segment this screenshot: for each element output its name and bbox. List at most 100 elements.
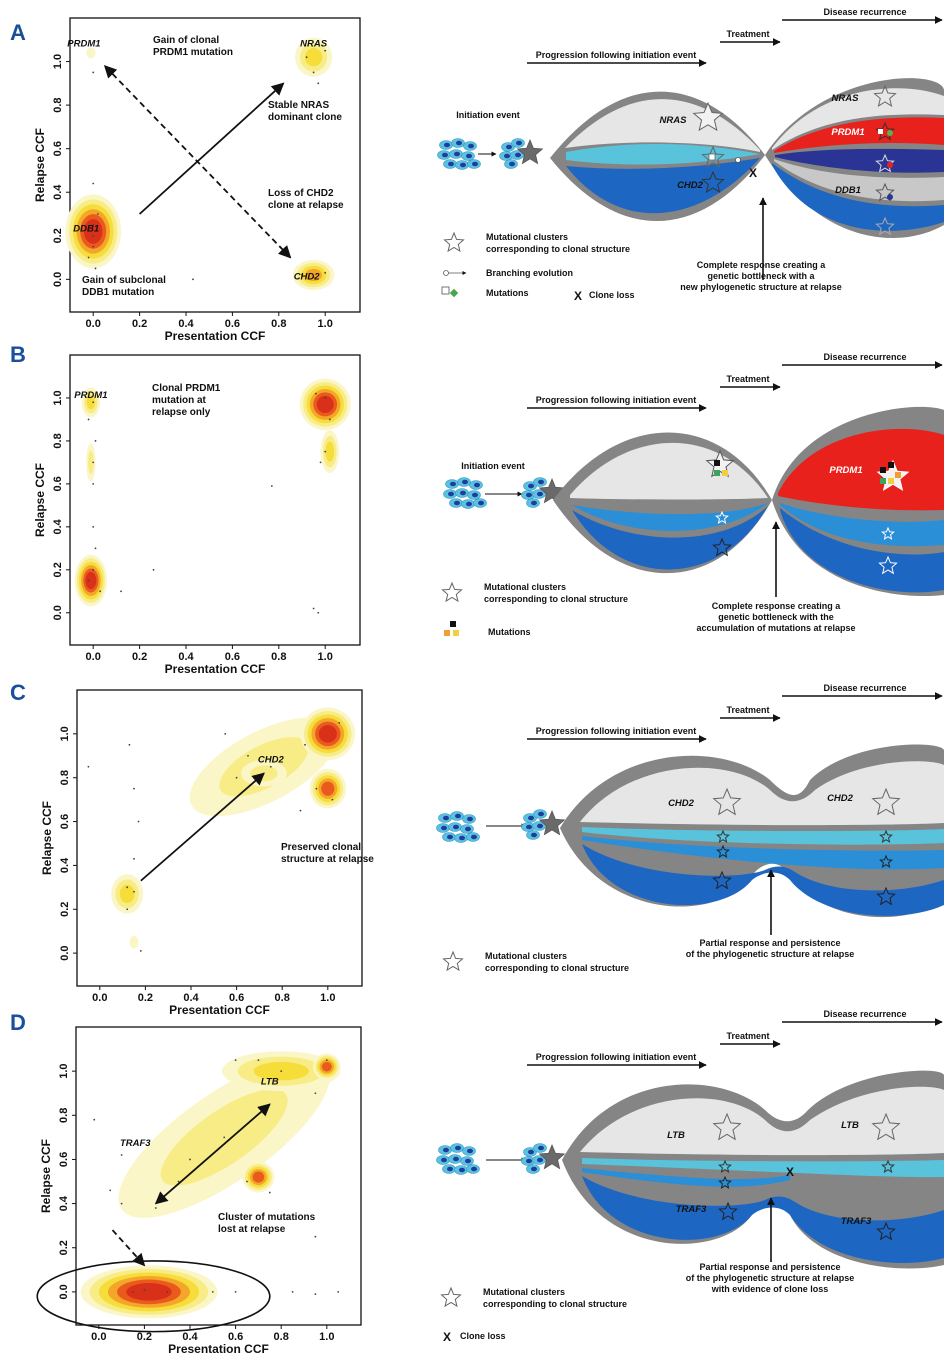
mutation-point (154, 1207, 157, 1209)
mutation-point (92, 71, 95, 74)
mutation-point (319, 461, 322, 464)
density-contour (318, 725, 337, 743)
progression-label: Progression following initiation event (536, 50, 697, 60)
gene-label: DDB1 (73, 223, 99, 234)
cell-cluster-icon (436, 1143, 480, 1175)
schematic-caption: Complete response creating a (697, 260, 827, 270)
legend-text: Clone loss (589, 290, 635, 300)
mutation-point (128, 743, 131, 746)
panel-label: D (10, 1010, 26, 1035)
mutation-point (192, 278, 194, 281)
clone-star-icon (692, 101, 724, 132)
clone-star-icon (716, 829, 730, 843)
clone-cyan (582, 827, 944, 845)
mutation-point (234, 1059, 237, 1062)
treatment-label: Treatment (726, 374, 769, 384)
branch-legend-icon (443, 270, 449, 276)
clone-star-icon (876, 886, 896, 906)
arrow-chd2 (140, 772, 265, 882)
density-contour (86, 47, 96, 59)
mutation-point (299, 809, 302, 812)
density-top-right (313, 1053, 341, 1080)
schematic-caption: with evidence of clone loss (711, 1284, 829, 1294)
mutation-point (94, 267, 97, 270)
y-tick-label: 0.8 (59, 770, 71, 785)
clone-star-icon (443, 231, 465, 253)
clone-label: CHD2 (668, 798, 695, 809)
mutation-point (235, 776, 238, 779)
panel-label: B (10, 342, 26, 367)
mutation-point (137, 820, 140, 823)
density-contour (305, 268, 322, 282)
density-contour (325, 441, 335, 462)
y-tick-label: 0.2 (59, 902, 71, 917)
density-contour (304, 48, 323, 67)
x-tick-label: 0.2 (132, 651, 147, 663)
initiation-label: Initiation event (456, 110, 520, 120)
schematic-caption: of the phylogenetic structure at relapse (686, 1273, 855, 1283)
mutation-marker (880, 467, 886, 473)
clone-gray-left (570, 442, 768, 500)
clone-star-icon (875, 153, 895, 173)
clone-star-icon (701, 145, 725, 168)
cell-cluster-icon (436, 811, 480, 843)
y-tick-label: 0.0 (52, 605, 64, 620)
legend-text: Mutations (488, 627, 531, 637)
clone-star-icon (876, 1221, 896, 1241)
y-axis-title: Relapse CCF (40, 801, 54, 875)
density-bottom-left (74, 554, 108, 607)
schematic-caption: Partial response and persistence (699, 1262, 840, 1272)
mutation-point (93, 1118, 96, 1121)
y-tick-label: 1.0 (58, 1063, 70, 1078)
x-tick-label: 1.0 (318, 651, 333, 663)
gene-label: NRAS (300, 38, 328, 49)
clone-label: NRAS (660, 115, 688, 126)
clone-star-icon (712, 1112, 742, 1141)
mutation-point (338, 721, 341, 724)
gene-label: TRAF3 (120, 1138, 151, 1149)
clone-label: PRDM1 (831, 127, 864, 138)
mutation-point (120, 1202, 123, 1205)
schematic-caption: new phylogenetic structure at relapse (680, 282, 842, 292)
clone-star-icon (878, 555, 898, 575)
plot-annotation: DDB1 mutation (82, 287, 154, 298)
arrow-prdm1-chd2 (103, 65, 292, 259)
mutation-point (133, 890, 135, 893)
clone-label: LTB (667, 1130, 685, 1141)
x-tick-label: 0.4 (182, 1331, 198, 1343)
mutation-point (92, 182, 95, 185)
clone-loss-mark: X (749, 166, 757, 180)
mutation-point (317, 82, 320, 85)
y-tick-label: 0.0 (58, 1284, 70, 1299)
mutation-point (331, 798, 334, 801)
mutation-points (87, 49, 327, 281)
clone-cyan (582, 1158, 944, 1178)
plot-annotation: Gain of subclonal (82, 275, 166, 286)
mutation-point (301, 274, 303, 276)
x-tick-label: 0.0 (92, 992, 107, 1004)
clone-label: NRAS (832, 93, 860, 104)
plot-frame (69, 354, 361, 646)
x-tick-label: 0.8 (274, 1331, 289, 1343)
mutation-marker (708, 153, 716, 161)
clone-label: TRAF3 (676, 1204, 707, 1215)
x-tick-label: 0.6 (225, 318, 240, 330)
schematic-caption: genetic bottleneck with the (718, 612, 834, 622)
x-tick-label: 0.2 (138, 992, 153, 1004)
legend-text: corresponding to clonal structure (484, 594, 628, 604)
plot-annotation: dominant clone (268, 112, 342, 123)
mutation-point (269, 765, 272, 768)
density-prdm1 (81, 387, 101, 418)
clone-star-icon (440, 1286, 462, 1308)
clone-label: CHD2 (827, 793, 854, 804)
progression-label: Progression following initiation event (536, 726, 697, 736)
y-tick-label: 0.8 (58, 1108, 70, 1123)
clone-blue (582, 844, 944, 916)
clone-loss-legend-icon: X (443, 1330, 451, 1344)
mutation-point (324, 49, 327, 52)
mutation-point (328, 418, 331, 421)
x-tick-label: 0.6 (225, 651, 240, 663)
mutation-point (314, 1235, 317, 1238)
mutation-point (315, 787, 318, 790)
